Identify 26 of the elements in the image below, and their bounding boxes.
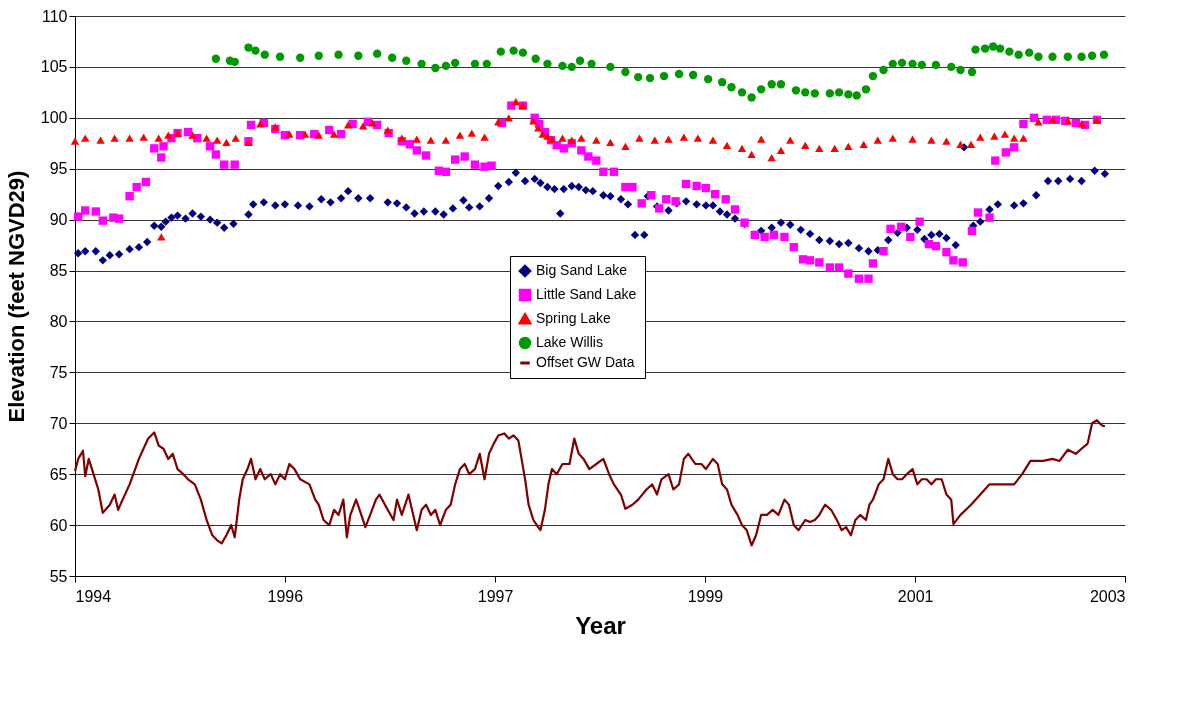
x-tick-label: 1997 [477,587,514,605]
y-tick-label: 105 [40,58,68,76]
y-axis-title: Elevation (feet NGVD29) [3,170,29,423]
x-tick-label: 1994 [75,587,112,605]
y-tick-label: 100 [40,109,68,127]
x-tick-label: 2003 [1089,587,1126,605]
x-tick-label: 1996 [267,587,304,605]
y-tick-label: 85 [49,262,68,280]
line-series [73,419,1106,547]
legend-label: Big Sand Lake [536,262,628,278]
y-tick-label: 55 [49,567,68,585]
y-tick-label: 90 [49,211,68,229]
y-tick-label: 70 [49,414,68,432]
x-tick-label: 2001 [897,587,934,605]
legend-label: Spring Lake [536,310,611,326]
y-tick-label: 65 [49,465,68,483]
y-tick-label: 60 [49,516,68,534]
legend-label: Lake Willis [536,334,603,350]
legend-label: Offset GW Data [536,354,635,370]
x-axis-title: Year [575,611,626,639]
y-tick-label: 80 [49,312,68,330]
y-tick-label: 75 [49,363,68,381]
y-tick-label: 110 [41,7,68,25]
y-tick-label: 95 [49,160,68,178]
x-tick-label: 1999 [687,587,724,605]
legend-label: Little Sand Lake [536,286,637,302]
